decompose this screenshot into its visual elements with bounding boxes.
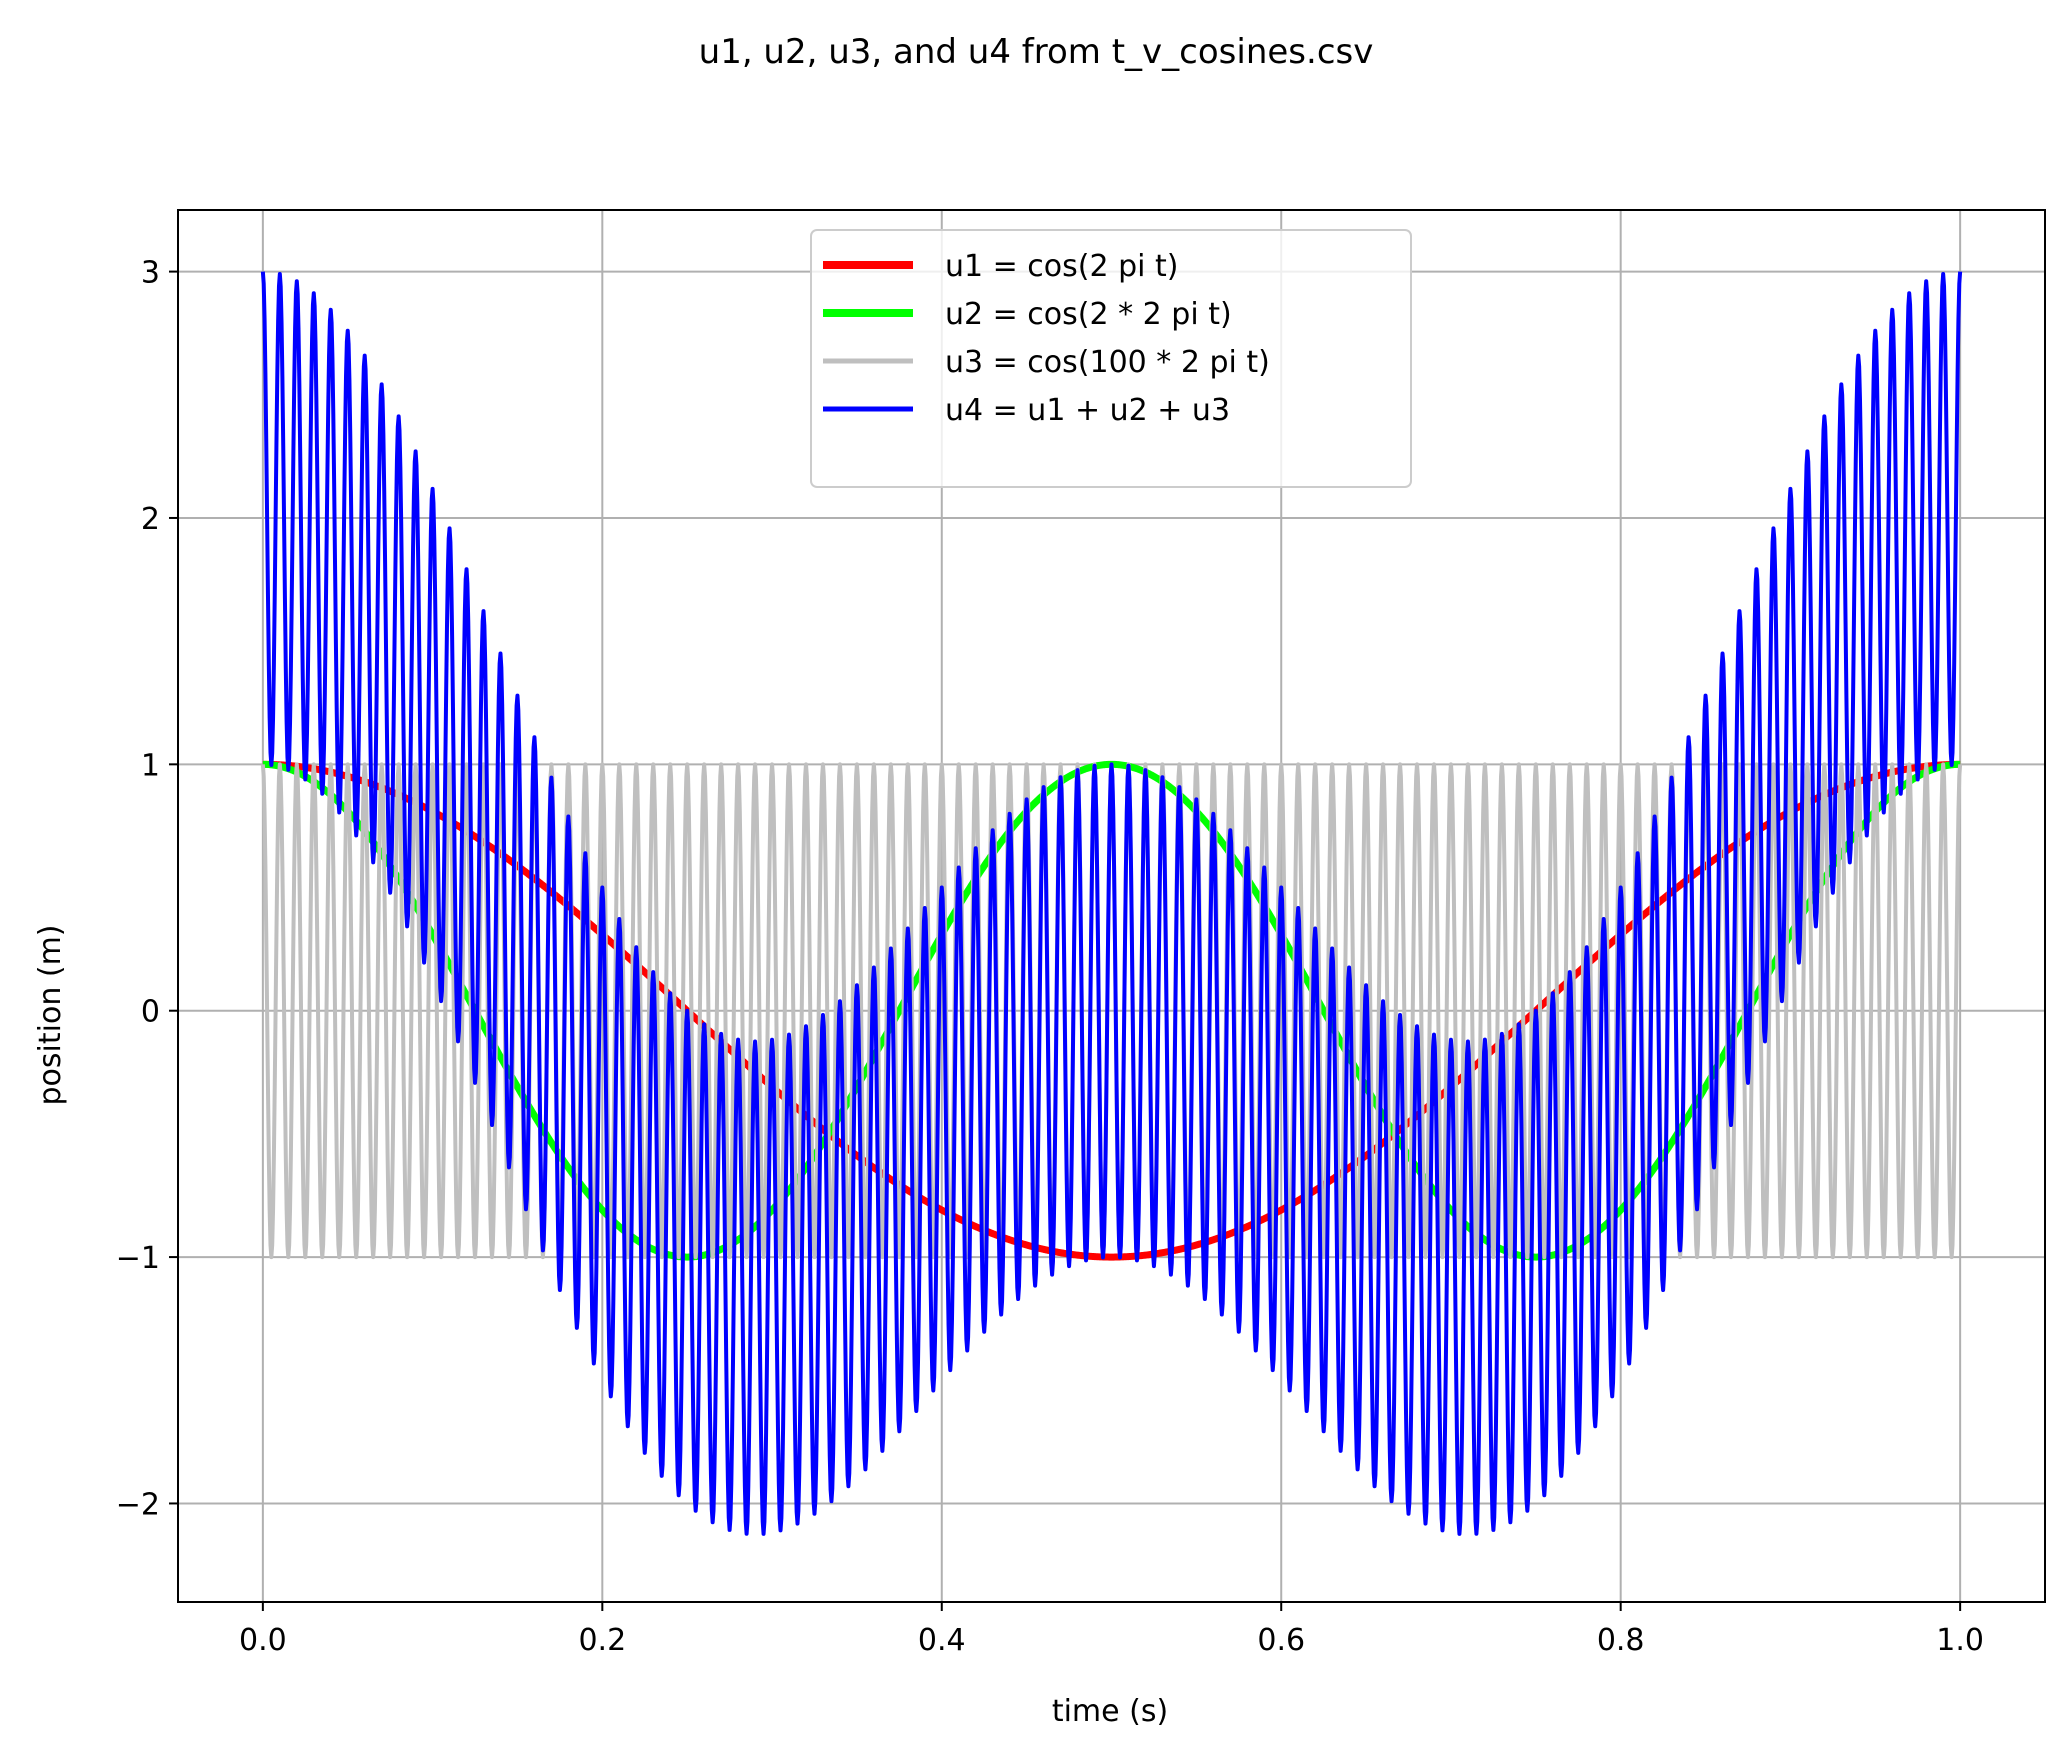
x-tick-label: 0.2 <box>578 1623 626 1658</box>
legend-label: u4 = u1 + u2 + u3 <box>945 393 1230 428</box>
x-tick-label: 0.8 <box>1597 1623 1645 1658</box>
legend-frame <box>810 229 1412 488</box>
y-axis-label: position (m) <box>33 925 68 1106</box>
series-lines <box>260 271 1963 1536</box>
x-tick-label: 0.6 <box>1257 1623 1305 1658</box>
legend-label: u2 = cos(2 * 2 pi t) <box>945 297 1232 332</box>
y-tick-label: 2 <box>141 502 160 537</box>
y-tick-label: 3 <box>141 256 160 291</box>
y-axis-ticks: −2 −1 0 1 2 3 <box>116 256 178 1522</box>
legend: u1 = cos(2 pi t) u2 = cos(2 * 2 pi t) u3 =… <box>810 229 1412 488</box>
y-tick-label: 1 <box>141 748 160 783</box>
x-tick-label: 1.0 <box>1936 1623 1984 1658</box>
legend-label: u3 = cos(100 * 2 pi t) <box>945 345 1270 380</box>
y-tick-label: −2 <box>116 1487 160 1522</box>
plot-frame <box>177 209 2046 1603</box>
series-u1-line <box>260 760 1963 1261</box>
y-tick-label: 0 <box>141 995 160 1030</box>
x-axis-ticks: 0.0 0.2 0.4 0.6 0.8 1.0 <box>239 1602 1984 1658</box>
x-axis-label: time (s) <box>1052 1694 1168 1729</box>
legend-label: u1 = cos(2 pi t) <box>945 249 1179 284</box>
chart-title: u1, u2, u3, and u4 from t_v_cosines.csv <box>699 32 1374 72</box>
series-u4-line <box>260 271 1963 1536</box>
x-tick-label: 0.4 <box>918 1623 966 1658</box>
x-tick-label: 0.0 <box>239 1623 287 1658</box>
y-tick-label: −1 <box>116 1241 160 1276</box>
